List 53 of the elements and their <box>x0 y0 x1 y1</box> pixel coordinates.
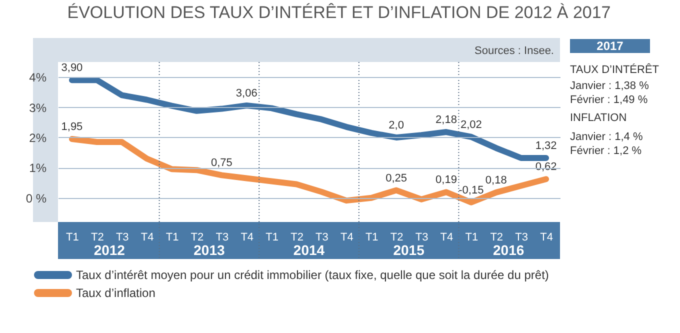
x-tick-label: T3 <box>216 232 229 244</box>
y-tick-label: 2% <box>29 130 47 145</box>
y-tick-label: 0 % <box>26 191 47 206</box>
x-tick-label: T3 <box>116 232 129 244</box>
data-label: 2,18 <box>436 114 457 126</box>
data-label: 0,18 <box>485 174 507 186</box>
y-tick-label: 3% <box>29 100 47 115</box>
legend-label: Taux d’intérêt moyen pour un crédit immobilier (taux fixe, quelle que soit la durée du prêt) <box>76 268 549 282</box>
text: Février : 1,49 % <box>570 94 648 106</box>
y-tick-label: 1% <box>29 161 47 176</box>
x-tick-label: T2 <box>190 232 204 244</box>
x-tick-label: T1 <box>66 232 79 244</box>
text: 2012 <box>94 242 126 258</box>
source-note: Sources : Insee. <box>474 45 554 57</box>
data-label: -0,15 <box>458 184 484 196</box>
text: Janvier : 1,38 % <box>570 80 650 92</box>
x-tick-label: T2 <box>490 232 504 244</box>
data-label: 0,25 <box>386 172 408 184</box>
x-tick-label: T4 <box>540 232 553 244</box>
x-tick-label: T4 <box>240 232 254 244</box>
text: Janvier : 1,4 % <box>570 131 643 143</box>
y-tick-label: 4% <box>29 70 47 85</box>
text: 2016 <box>493 242 524 258</box>
text: 2013 <box>194 242 225 258</box>
text: TAUX D’INTÉRÊT <box>570 63 660 76</box>
data-label: 1,95 <box>61 120 83 133</box>
x-tick-label: T3 <box>415 232 428 244</box>
x-tick-label: T4 <box>440 232 454 244</box>
x-tick-label: T2 <box>290 232 304 244</box>
x-tick-label: T2 <box>91 232 104 244</box>
data-label: 1,32 <box>535 140 557 152</box>
data-label: 0,75 <box>210 157 232 170</box>
text: 2014 <box>293 242 325 258</box>
x-tick-label: T3 <box>515 232 528 244</box>
legend-label: Taux d’inflation <box>76 286 156 300</box>
chart-title: ÉVOLUTION DES TAUX D’INTÉRÊT ET D’INFLATION DE 2012 À 2017 <box>67 3 611 22</box>
text: Février : 1,2 % <box>570 145 642 157</box>
text: 2017 <box>596 39 624 53</box>
x-tick-label: T3 <box>316 232 328 244</box>
x-tick-label: T1 <box>365 232 378 244</box>
x-tick-label: T2 <box>390 232 404 244</box>
x-tick-label: T4 <box>140 232 154 244</box>
data-label: 2,0 <box>388 119 404 132</box>
data-label: 3,06 <box>236 87 258 100</box>
text: 2015 <box>393 242 425 258</box>
x-tick-label: T1 <box>465 232 478 244</box>
text: INFLATION <box>570 112 627 124</box>
data-label: 2,02 <box>460 118 482 131</box>
x-tick-label: T1 <box>266 232 278 244</box>
data-label: 3,90 <box>61 62 83 74</box>
data-label: 0,19 <box>436 174 457 186</box>
x-tick-label: T1 <box>166 232 179 244</box>
x-tick-label: T4 <box>340 232 354 244</box>
